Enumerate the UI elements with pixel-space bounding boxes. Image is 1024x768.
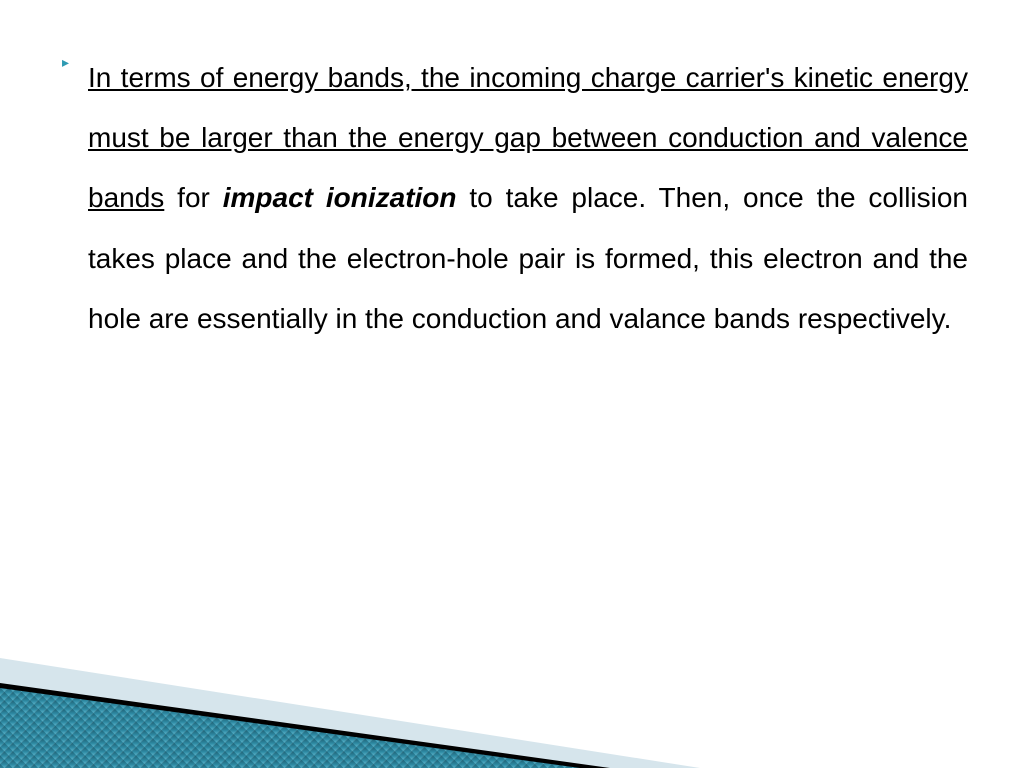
deco-triangle-teal [0,688,580,768]
slide-content: ▸ In terms of energy bands, the incoming… [88,48,968,349]
bullet-icon: ▸ [62,54,69,71]
text-emphasis: impact ionization [223,182,457,213]
text-plain-1: for [164,182,222,213]
slide-paragraph: In terms of energy bands, the incoming c… [88,48,968,349]
deco-triangle-black [0,683,610,768]
slide-decoration [0,628,1024,768]
deco-triangle-light [0,658,700,768]
